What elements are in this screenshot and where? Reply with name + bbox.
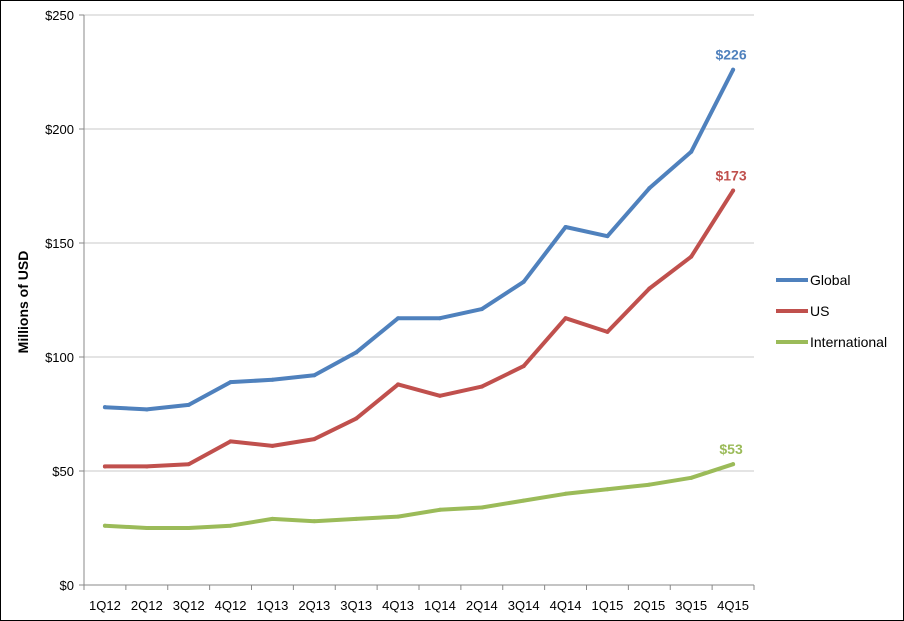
axes <box>83 15 755 590</box>
data-point <box>228 439 233 444</box>
data-point <box>186 526 191 530</box>
data-point <box>312 519 317 524</box>
data-point <box>563 491 568 496</box>
data-point <box>186 462 191 467</box>
x-tick-label: 4Q14 <box>550 598 582 613</box>
legend-label: US <box>810 303 829 319</box>
data-point <box>647 286 652 291</box>
x-tick-label: 1Q13 <box>257 598 289 613</box>
data-point <box>102 464 107 469</box>
x-tick-label: 2Q15 <box>633 598 665 613</box>
data-point <box>605 329 610 334</box>
data-point <box>228 380 233 385</box>
series-line-global <box>102 67 736 412</box>
series-lines <box>102 67 736 530</box>
series-line-international <box>102 462 736 530</box>
x-tick-label: 2Q13 <box>298 598 330 613</box>
data-point <box>144 526 149 530</box>
y-tick-label: $50 <box>52 464 74 479</box>
y-axis-label: Millions of USD <box>15 251 31 354</box>
y-tick-label: $150 <box>45 236 74 251</box>
data-point <box>102 405 107 410</box>
x-tick-label: 4Q13 <box>382 598 414 613</box>
data-point <box>312 437 317 442</box>
data-point <box>731 67 736 72</box>
data-point <box>731 188 736 193</box>
x-tick-label: 1Q12 <box>89 598 121 613</box>
data-point <box>102 523 107 528</box>
x-tick-label: 1Q14 <box>424 598 456 613</box>
x-tick-label: 2Q12 <box>131 598 163 613</box>
series-line-us <box>102 188 736 469</box>
data-point <box>437 393 442 398</box>
data-point <box>396 316 401 321</box>
data-point <box>689 149 694 154</box>
gridlines <box>79 14 754 586</box>
end-value-label: $173 <box>715 168 746 184</box>
data-point <box>270 377 275 382</box>
data-point <box>647 482 652 487</box>
y-tick-label: $200 <box>45 122 74 137</box>
data-point <box>689 475 694 480</box>
end-labels: $226 $173 $53 <box>715 47 746 457</box>
data-point <box>521 498 526 503</box>
data-point <box>731 462 736 467</box>
legend: Global US International <box>776 272 887 350</box>
x-tick-label: 3Q14 <box>508 598 540 613</box>
data-point <box>647 186 652 191</box>
data-point <box>521 279 526 284</box>
x-tick-labels: 1Q12 2Q12 3Q12 4Q12 1Q13 2Q13 3Q13 4Q13 1Q14 2Q14… <box>89 598 749 613</box>
x-tick-label: 3Q13 <box>340 598 372 613</box>
data-point <box>354 350 359 355</box>
data-point <box>479 505 484 510</box>
data-point <box>144 464 149 469</box>
x-tick-label: 4Q12 <box>215 598 247 613</box>
y-tick-label: $100 <box>45 350 74 365</box>
data-point <box>437 507 442 512</box>
y-tick-labels: $0 $50 $100 $150 $200 $250 <box>45 8 74 593</box>
data-point <box>396 514 401 519</box>
x-tick-label: 2Q14 <box>466 598 498 613</box>
x-tick-label: 1Q15 <box>592 598 624 613</box>
data-point <box>144 407 149 412</box>
data-point <box>354 416 359 421</box>
x-tick-label: 3Q15 <box>675 598 707 613</box>
data-point <box>521 364 526 369</box>
data-point <box>270 443 275 448</box>
legend-label: Global <box>810 272 850 288</box>
data-point <box>605 487 610 492</box>
y-tick-label: $0 <box>60 578 74 593</box>
data-point <box>437 316 442 321</box>
data-point <box>563 316 568 321</box>
data-point <box>479 384 484 389</box>
end-value-label: $226 <box>715 47 746 63</box>
data-point <box>354 516 359 521</box>
data-point <box>479 307 484 312</box>
data-point <box>605 234 610 239</box>
data-point <box>563 225 568 230</box>
end-value-label: $53 <box>719 441 743 457</box>
data-point <box>689 254 694 259</box>
data-point <box>270 516 275 521</box>
y-tick-label: $250 <box>45 8 74 23</box>
x-tick-label: 3Q12 <box>173 598 205 613</box>
data-point <box>228 523 233 528</box>
legend-label: International <box>810 334 887 350</box>
data-point <box>312 373 317 378</box>
data-point <box>186 402 191 407</box>
x-tick-label: 4Q15 <box>717 598 749 613</box>
data-point <box>396 382 401 387</box>
